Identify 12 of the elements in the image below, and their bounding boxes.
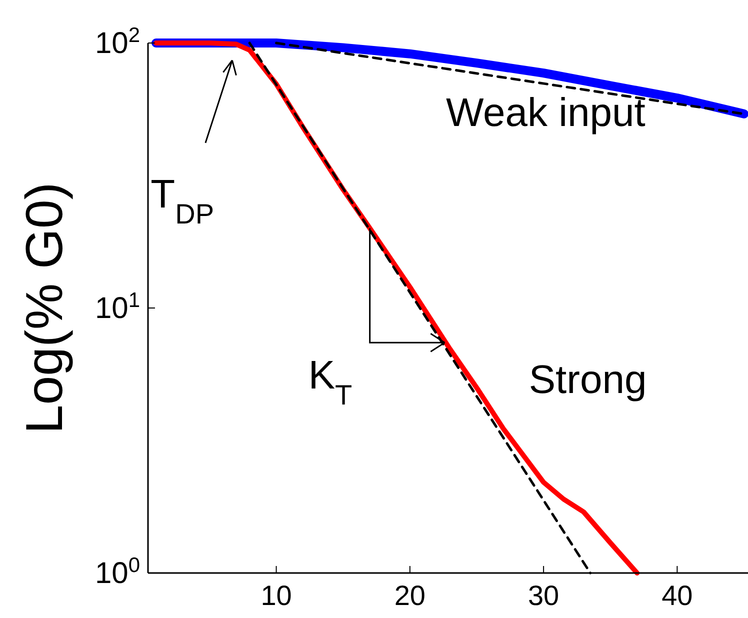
annotation: K$_{T}$ (308, 354, 352, 410)
y-tick-label: 10$^{0}$ (94, 554, 140, 590)
annotation: Weak input (446, 90, 646, 135)
y-tick-label: 10$^{2}$ (94, 24, 140, 60)
annotation: Strong (528, 358, 647, 402)
x-tick-label: 40 (662, 580, 693, 611)
y-tick-label: 10$^{1}$ (94, 288, 140, 325)
y-axis-title: Log(% G0) (16, 182, 74, 434)
x-tick-label: 30 (528, 580, 560, 611)
annotation: T$_{DP}$ (150, 172, 214, 230)
x-tick-label: 10 (260, 580, 292, 611)
x-tick-label: 20 (394, 580, 426, 611)
